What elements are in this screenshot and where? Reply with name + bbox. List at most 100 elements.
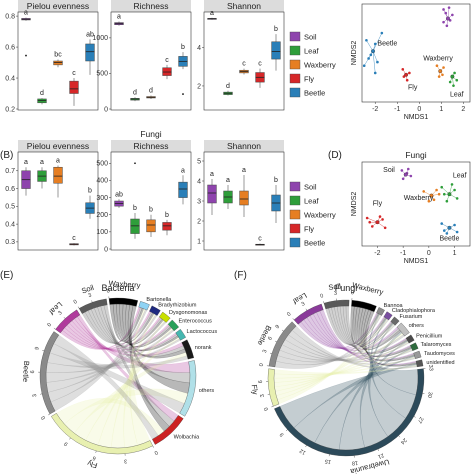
chord-arc-enterococcus — [167, 319, 179, 332]
sample-point — [442, 229, 446, 232]
legend-label-leaf: Leaf — [304, 197, 320, 206]
spider-line — [372, 51, 376, 73]
y-axis-title: NMDS2 — [351, 41, 358, 66]
group-centroid — [404, 72, 409, 77]
y-tick-label: 0.7 — [5, 168, 15, 175]
sample-point — [453, 223, 456, 227]
arc-tick-label: 24 — [399, 437, 408, 446]
chord-arc-penicillium — [405, 334, 415, 344]
group-centroid — [438, 69, 443, 74]
chord-arc-cladophialophora — [383, 311, 393, 321]
boxplot-A-pielou: Pielou evenness 0.2 0.4 0.6 0.8 a d bc c ab — [5, 0, 99, 113]
chord-genus-label: Bannoa — [384, 303, 404, 309]
facet-strip — [18, 140, 98, 152]
sample-point — [432, 198, 436, 202]
legend-swatch-waxberry — [289, 209, 301, 220]
legend-swatch-waxberry — [289, 59, 301, 70]
sample-point — [437, 75, 441, 78]
sample-point — [455, 78, 459, 82]
y-tick-label: 0.8 — [5, 13, 15, 20]
x-axis-title: NMDS1 — [404, 114, 429, 121]
chord-genus-label: Talaromyces — [421, 342, 452, 348]
chord-genus-label: Fusarium — [399, 314, 422, 320]
sample-point — [370, 225, 374, 228]
nmds-panels: -2 -1 0 1 2 NMDS1 NMDS2 Soil Beetle Fly Waxberry Le… — [351, 0, 471, 265]
chord-genus-label: Bartonella — [146, 297, 172, 303]
significance-letter: b — [274, 26, 278, 33]
arc-tick-label: 6 — [267, 336, 274, 341]
significance-letter: d — [149, 87, 153, 94]
sample-point — [448, 80, 452, 84]
chord-arc-leaf — [293, 303, 324, 325]
chord-genus-label: Enterococcus — [179, 319, 213, 325]
arc-tick-label: 0 — [73, 299, 79, 306]
sample-point — [445, 199, 449, 203]
sample-point — [445, 24, 449, 28]
arc-tick-label: 0 — [259, 363, 265, 367]
arc-tick — [77, 306, 80, 309]
sample-point — [408, 71, 411, 75]
arc-tick — [413, 416, 416, 418]
arc-tick-label: 6 — [258, 380, 264, 383]
legend-label-fly: Fly — [304, 75, 314, 84]
chord-genus-label: Penicillium — [416, 333, 443, 339]
significance-letter: a — [181, 167, 185, 174]
arc-tick — [91, 300, 93, 303]
arc-tick-label: 3 — [57, 310, 63, 316]
arc-tick — [95, 450, 97, 453]
sample-point — [405, 78, 409, 82]
arc-tick — [285, 429, 288, 432]
plot-frame — [203, 11, 285, 111]
chord-arc-norank — [181, 339, 195, 360]
arc-tick — [48, 413, 51, 416]
arc-tick — [69, 437, 71, 440]
legend-label-soil: Soil — [304, 183, 317, 192]
arc-tick — [305, 308, 308, 311]
facet-title: Pielou evenness — [27, 1, 89, 11]
significance-letter: c — [165, 57, 169, 64]
sample-point — [442, 192, 446, 196]
outlier-point — [134, 162, 136, 165]
facet-title: Pielou evenness — [27, 141, 89, 151]
sample-point — [400, 169, 404, 172]
arc-tick — [53, 327, 56, 330]
chord-host-label-soil: Soil — [80, 283, 95, 296]
group-label-leaf: Leaf — [450, 92, 464, 99]
significance-letter: ab — [115, 191, 123, 198]
significance-letter: c — [72, 235, 76, 242]
legend-label-soil: Soil — [304, 33, 317, 42]
significance-letter: d — [133, 89, 137, 96]
significance-letter: b — [88, 188, 92, 195]
chord-arc-soil — [78, 298, 108, 314]
chord-genus-label: Wolbachia — [174, 434, 201, 440]
arc-tick-label: 0 — [286, 311, 292, 318]
chord-arc-uwebraunia — [274, 368, 425, 457]
significance-letter: a — [24, 10, 28, 17]
group-label-beetle: Beetle — [377, 41, 397, 48]
sample-point — [362, 64, 366, 68]
sample-point — [440, 222, 444, 225]
chord-genus-label: Cladophialophora — [392, 308, 436, 314]
arc-tick-label: 0 — [106, 288, 110, 294]
arc-tick-label: 0 — [47, 322, 54, 328]
arc-tick-label: 9 — [275, 324, 282, 330]
boxplot-panels: Pielou evenness0.20.40.60.8adbccabRichne… — [5, 0, 285, 253]
significance-letter: a — [210, 171, 214, 178]
y-tick-label: 500 — [96, 71, 108, 78]
y-tick-label: 400 — [96, 178, 108, 185]
panel-letter-f: (F) — [234, 270, 247, 281]
sample-point — [452, 84, 455, 87]
arc-tick-label: 6 — [30, 370, 36, 373]
sample-point — [450, 183, 454, 186]
group-label-leaf: Leaf — [453, 172, 467, 179]
significance-letter: a — [24, 159, 28, 166]
chord-arc-bartonella — [138, 301, 150, 311]
significance-letter: bc — [54, 51, 62, 58]
box-beetle — [85, 43, 95, 62]
x-tick-label: -2 — [374, 250, 380, 257]
panel-letter-e: (E) — [0, 270, 13, 281]
chord-host-label-waxberry: Waxberry — [351, 280, 384, 296]
y-tick-label: 0 — [104, 246, 108, 253]
group-centroid — [375, 220, 380, 225]
